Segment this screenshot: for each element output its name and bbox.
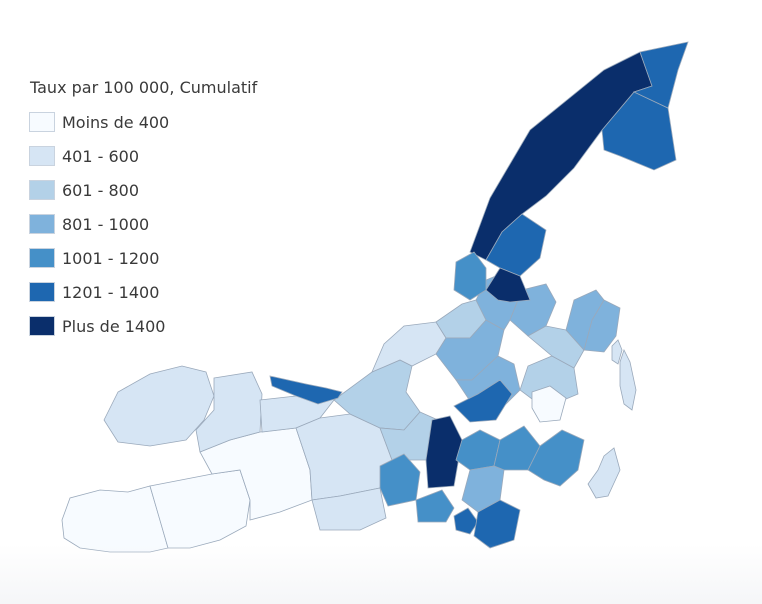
region-pointe-aux-trembles xyxy=(565,289,605,351)
legend-label: 601 - 800 xyxy=(62,180,140,200)
legend-swatch xyxy=(29,248,55,268)
legend-title: Taux par 100 000, Cumulatif xyxy=(30,78,258,97)
region-north-shore-west xyxy=(195,371,263,453)
region-downtown-north xyxy=(453,379,513,423)
region-outremont xyxy=(371,321,447,373)
legend-item: 601 - 800 xyxy=(29,173,257,207)
region-downtown-south xyxy=(455,429,501,471)
legend-item: 1001 - 1200 xyxy=(29,241,257,275)
legend-item: Moins de 400 xyxy=(29,105,257,139)
map-legend: Taux par 100 000, Cumulatif Moins de 400… xyxy=(29,78,257,343)
legend-swatch xyxy=(29,180,55,200)
region-centre-sud xyxy=(453,507,479,535)
region-boucherville-islands xyxy=(611,339,623,365)
region-saraguay-spit xyxy=(269,375,343,405)
legend-label: Plus de 1400 xyxy=(62,316,166,336)
legend-item: 1201 - 1400 xyxy=(29,275,257,309)
legend-swatch xyxy=(29,214,55,234)
legend-swatch xyxy=(29,282,55,302)
region-montreal-nord-east xyxy=(632,41,689,109)
legend-label: 1201 - 1400 xyxy=(62,282,160,302)
legend-label: Moins de 400 xyxy=(62,112,170,132)
legend-rows: Moins de 400 401 - 600 601 - 800 801 - 1000… xyxy=(29,105,257,343)
region-ile-ste-helene xyxy=(587,447,621,499)
legend-label: 401 - 600 xyxy=(62,146,140,166)
legend-swatch xyxy=(29,112,55,132)
legend-swatch xyxy=(29,316,55,336)
region-verdun-nuns xyxy=(311,487,387,531)
legend-item: 801 - 1000 xyxy=(29,207,257,241)
region-rosemont-north xyxy=(527,429,585,487)
legend-label: 801 - 1000 xyxy=(62,214,150,234)
region-parc-extension xyxy=(485,267,531,303)
region-ville-marie xyxy=(531,385,567,423)
region-laval-edge xyxy=(453,251,487,301)
legend-item: Plus de 1400 xyxy=(29,309,257,343)
region-west-island-south xyxy=(149,469,251,549)
legend-swatch xyxy=(29,146,55,166)
legend-item: 401 - 600 xyxy=(29,139,257,173)
region-cote-st-luc xyxy=(425,415,463,489)
region-pointe-st-charles xyxy=(473,499,521,549)
region-ile-notre-dame xyxy=(619,348,637,411)
map-regions xyxy=(61,41,689,553)
region-st-henri xyxy=(415,489,455,523)
legend-label: 1001 - 1200 xyxy=(62,248,160,268)
region-island-west-shore xyxy=(61,485,169,553)
